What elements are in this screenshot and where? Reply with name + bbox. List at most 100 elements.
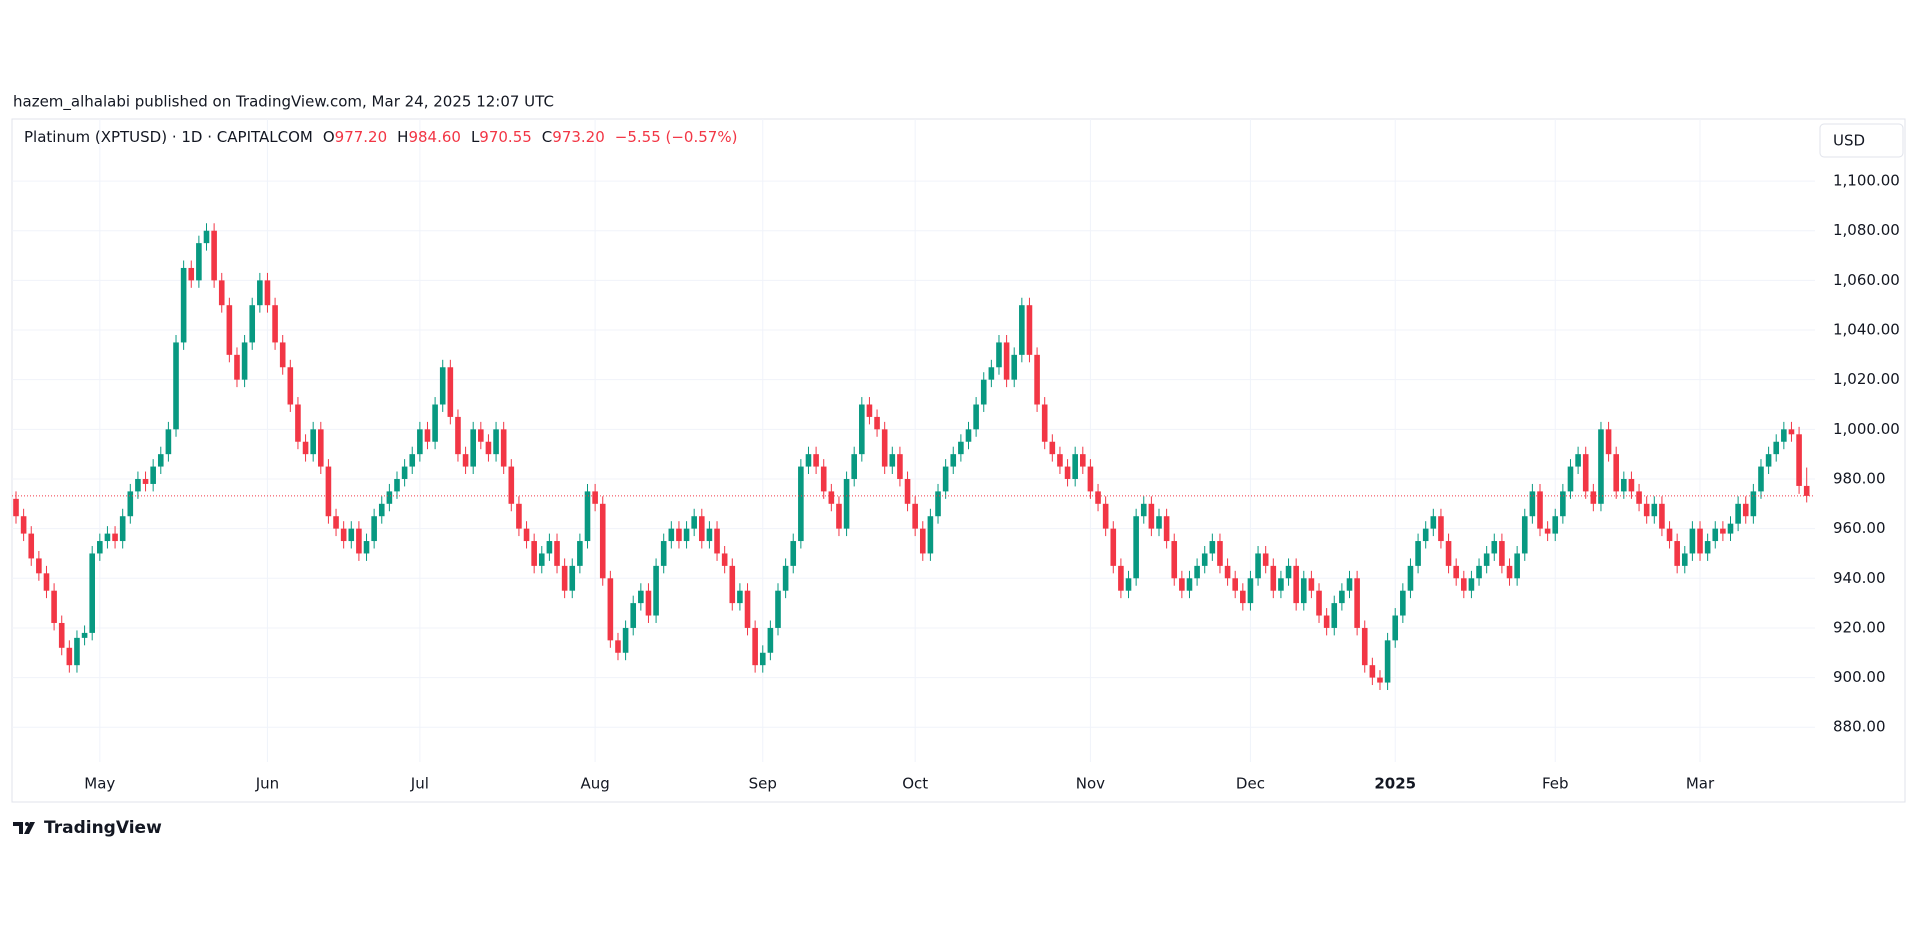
candle-body [851,454,857,479]
candle-body [1567,466,1574,492]
candle-body [135,478,141,492]
candle-body [1354,578,1360,628]
candle-body [1179,578,1185,591]
candle-body [394,478,400,492]
candle-body [1331,603,1338,628]
candle-body [89,553,95,633]
candle-body [1697,528,1703,554]
candle-body [1240,590,1246,604]
candle-body [36,558,42,574]
candle-body [295,404,301,442]
candle-body [1019,305,1025,355]
candle-body [1796,434,1802,486]
candle-body [874,416,880,430]
candle-body [881,429,888,467]
candle-body [1064,466,1071,479]
candle-body [173,342,179,430]
candle-body [318,429,324,467]
candle-body [1415,541,1421,566]
candle-body [1049,441,1056,455]
ohlc-value: 970.55 [479,128,532,146]
candle-body [645,590,652,616]
x-tick-label: Mar [1686,775,1715,793]
x-tick-label: Aug [580,775,609,793]
candle-body [1118,565,1124,591]
candle-body [1720,528,1726,534]
candle-body [546,541,553,554]
candle-body [1514,553,1520,579]
candle-body [1194,565,1200,579]
candle-body [912,503,918,529]
candle-body [279,342,286,368]
candle-body [485,441,492,455]
candle-body [104,533,111,542]
chart-frame [11,118,1906,803]
candle-body [1110,528,1117,566]
currency-box [1819,123,1904,158]
candle-body [1575,454,1581,467]
candle-body [1781,429,1787,442]
candle-body [1339,590,1345,604]
x-tick-label: May [84,775,115,793]
candle-body [1430,516,1437,529]
candle-body [1445,541,1452,566]
candle-body [356,528,362,554]
logo-text: TradingView [44,818,162,838]
candle-body [561,565,568,591]
candle-body [790,541,797,566]
candle-body [1087,466,1094,492]
x-tick-label: Nov [1076,775,1105,793]
candle-body [1255,553,1261,579]
candle-body [1247,578,1254,604]
candle-body [1102,503,1109,529]
candle-body [447,367,454,417]
candle-body [1186,578,1193,591]
candle-body [112,533,118,542]
candle-body [744,590,751,628]
candle-body [1003,342,1010,380]
x-tick-label: Feb [1542,775,1569,793]
candle-body [180,267,187,343]
candle-body [1605,429,1612,455]
candle-body [142,478,149,484]
change: −5.55 (−0.57%) [614,128,738,146]
candle-body [1582,454,1589,492]
x-tick-label: Jul [410,775,429,793]
candle-body [1346,578,1353,591]
candle-body [157,454,164,467]
candle-body [1468,578,1475,591]
candle-body [866,404,873,417]
candle-body [1704,541,1711,554]
candle-body [615,640,621,653]
ohlc-label: L [470,128,480,146]
candle-body [904,478,911,504]
candle-body [20,516,27,534]
candle-body [1156,516,1162,529]
x-tick-label: Sep [749,775,777,793]
candle-body [257,280,263,306]
candle-body [1224,565,1231,579]
ohlc-value: 977.20 [334,128,388,146]
candle-body [66,647,73,666]
x-tick-label: Oct [902,775,928,793]
candle-body [706,528,713,542]
candle-body [782,565,789,591]
candle-body [927,516,934,554]
candle-body [988,367,995,380]
candle-body [203,230,210,244]
candle-body [249,305,256,343]
candle-body [1666,528,1673,542]
candle-body [1483,553,1490,566]
candle-body [1803,485,1810,496]
candle-body [531,541,537,566]
candle-body [668,528,675,542]
candle-body [523,528,530,542]
candle-body [1529,491,1536,517]
candle-body [1400,590,1406,616]
candle-body [1369,665,1376,678]
candle-body [996,342,1002,368]
y-tick-label: 1,040.00 [1833,321,1900,339]
candle-body [660,541,667,566]
x-tick-label: 2025 [1374,775,1416,793]
candle-body [1057,454,1063,467]
